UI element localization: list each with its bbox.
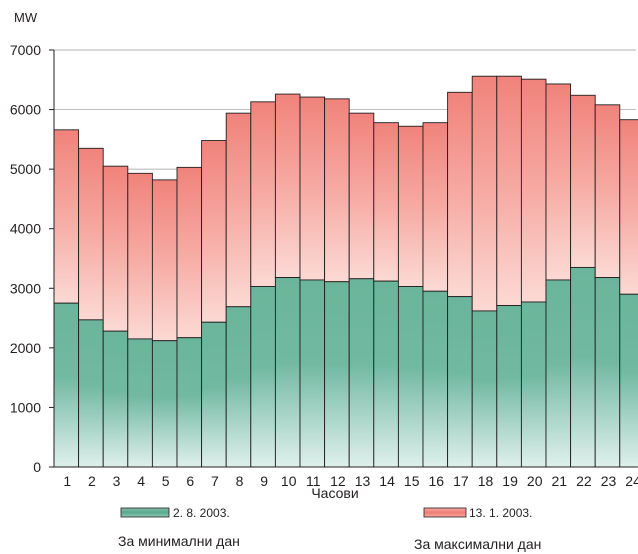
bar-max-day-hour-9: [250, 101, 276, 287]
x-tick-label-5: 5: [162, 473, 170, 489]
bar-min-day-hour-19: [496, 305, 522, 468]
caption-max-day: За максимални дан: [414, 536, 541, 552]
bar-max-day-hour-23: [594, 104, 621, 279]
y-tick-label-2000: 2000: [10, 340, 41, 356]
legend-label-min: 2. 8. 2003.: [173, 506, 230, 520]
bar-max-day-hour-20: [520, 78, 547, 303]
bar-min-day-hour-22: [570, 266, 596, 468]
y-tick-labels: 0 1000 2000 3000 4000 5000 6000 7000: [10, 42, 41, 475]
bar-max-day-hour-11: [299, 96, 326, 281]
y-tick-label-7000: 7000: [10, 42, 41, 58]
legend-swatch-min: [120, 507, 170, 518]
bar-min-day-hour-4: [127, 338, 153, 468]
x-tick-label-1: 1: [63, 473, 71, 489]
bar-min-day-hour-7: [201, 321, 227, 468]
y-tick-label-5000: 5000: [10, 161, 41, 177]
x-tick-label-24: 24: [625, 473, 638, 489]
axes: [49, 49, 636, 468]
x-tick-label-8: 8: [236, 473, 244, 489]
x-tick-label-23: 23: [601, 473, 617, 489]
bar-min-day-hour-18: [471, 310, 498, 468]
y-axis-unit: MW: [14, 10, 38, 25]
bar-min-day-hour-9: [250, 286, 276, 468]
bar-min-day-hour-8: [225, 306, 252, 468]
x-tick-label-18: 18: [478, 473, 494, 489]
bar-min-day-hour-11: [299, 279, 326, 468]
y-tick-label-1000: 1000: [10, 399, 41, 415]
x-tick-label-2: 2: [88, 473, 96, 489]
x-tick-label-13: 13: [355, 473, 371, 489]
bar-max-day-hour-15: [397, 125, 424, 287]
x-tick-label-11: 11: [306, 473, 321, 489]
bar-max-day-hour-17: [447, 91, 473, 298]
bar-max-day-hour-3: [102, 165, 129, 332]
bar-min-day-hour-16: [422, 290, 449, 468]
bar-max-day-hour-22: [570, 94, 596, 268]
bar-max-day-hour-10: [274, 93, 301, 279]
bar-min-day-hour-24: [619, 293, 638, 468]
x-tick-label-17: 17: [453, 473, 469, 489]
x-tick-label-21: 21: [552, 473, 568, 489]
y-tick-label-6000: 6000: [10, 102, 41, 118]
bar-max-day-hour-14: [373, 122, 399, 282]
x-tick-label-4: 4: [137, 473, 145, 489]
x-tick-label-3: 3: [113, 473, 121, 489]
bar-min-day-hour-15: [397, 286, 424, 468]
bar-min-day-hour-13: [348, 278, 375, 468]
x-tick-label-10: 10: [281, 473, 297, 489]
bar-min-day-hour-21: [545, 279, 572, 468]
x-tick-label-6: 6: [186, 473, 194, 489]
bar-min-day-hour-23: [594, 277, 621, 468]
bar-max-day-hour-7: [201, 140, 227, 323]
y-tick-label-4000: 4000: [10, 221, 41, 237]
bar-min-day-hour-12: [324, 281, 350, 468]
bar-max-day-hour-21: [545, 83, 572, 281]
x-tick-label-7: 7: [211, 473, 219, 489]
bar-max-day-hour-24: [619, 119, 638, 295]
bar-min-day-hour-5: [151, 340, 178, 468]
x-tick-label-22: 22: [576, 473, 592, 489]
bar-max-day-hour-19: [496, 75, 522, 307]
bar-min-day-hour-2: [78, 319, 104, 468]
caption-min-day: За минимални дан: [118, 533, 240, 549]
bar-max-day-hour-4: [127, 172, 153, 340]
bar-max-day-hour-2: [78, 147, 104, 321]
x-tick-label-19: 19: [502, 473, 518, 489]
x-tick-label-9: 9: [260, 473, 268, 489]
legend-label-max: 13. 1. 2003.: [469, 506, 532, 520]
bar-max-day-hour-18: [471, 75, 498, 312]
bar-min-day-hour-10: [274, 277, 301, 468]
bars-layer: [53, 75, 638, 468]
x-tick-labels: 1 2 3 4 5 6 7 8 9 10 11 12 13 14 15 16 17 18 19 20 21 22 23 24: [63, 473, 638, 489]
bar-max-day-hour-6: [176, 166, 203, 339]
y-tick-label-3000: 3000: [10, 280, 41, 296]
bar-max-day-hour-5: [151, 179, 178, 342]
bar-min-day-hour-20: [520, 301, 547, 468]
bar-max-day-hour-13: [348, 112, 375, 280]
bar-min-day-hour-17: [447, 296, 473, 468]
bar-max-day-hour-12: [324, 98, 350, 283]
x-tick-label-12: 12: [330, 473, 346, 489]
x-tick-label-16: 16: [429, 473, 445, 489]
y-tick-label-0: 0: [33, 459, 41, 475]
bar-min-day-hour-3: [102, 330, 129, 468]
bar-min-day-hour-14: [373, 280, 399, 468]
bar-max-day-hour-16: [422, 122, 449, 292]
bar-min-day-hour-1: [53, 302, 80, 468]
bar-max-day-hour-1: [53, 129, 80, 304]
bar-max-day-hour-8: [225, 112, 252, 308]
bar-min-day-hour-6: [176, 337, 203, 468]
x-axis-title: Часови: [311, 485, 358, 501]
x-tick-label-20: 20: [527, 473, 543, 489]
x-tick-label-14: 14: [379, 473, 395, 489]
legend: 2. 8. 2003. 13. 1. 2003. За минимални да…: [118, 506, 541, 552]
legend-swatch-max: [423, 507, 467, 518]
x-tick-label-15: 15: [404, 473, 420, 489]
